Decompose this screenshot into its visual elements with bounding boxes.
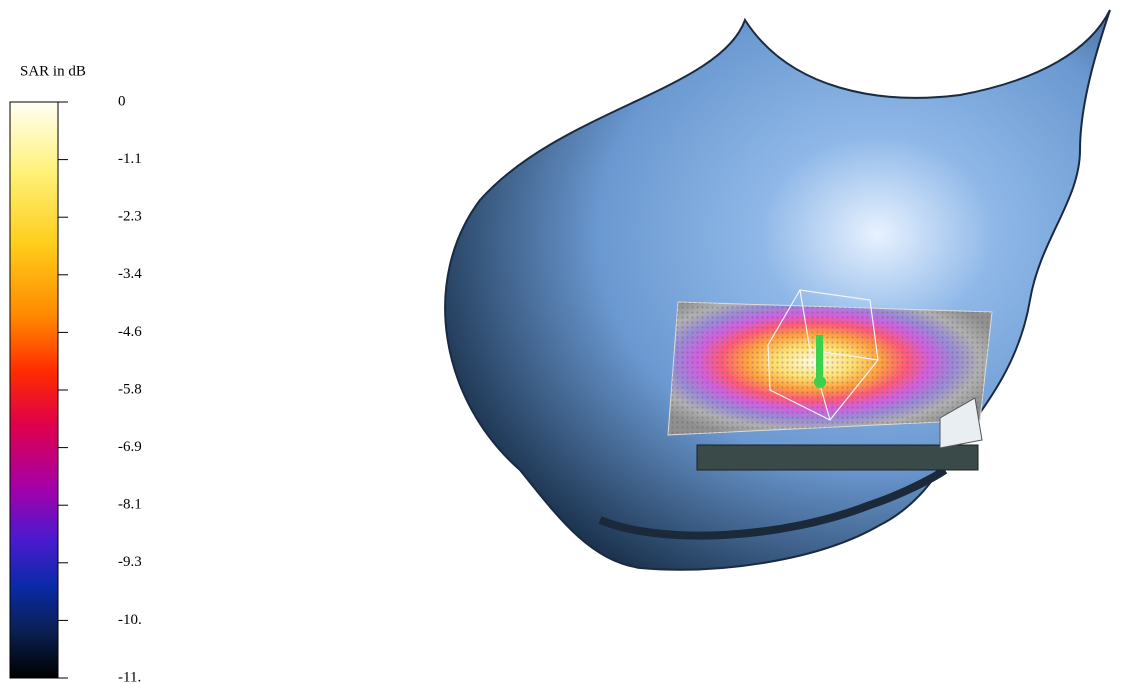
legend-ticks: 0 -1.1 -2.3 -3.4 -4.6 -5.8 -6.9 -8.1 -9.3 -10. -11…: [58, 93, 142, 684]
legend-tick-label: 0: [118, 93, 126, 109]
legend-tick-label: -3.4: [118, 266, 142, 282]
color-bar: [9, 101, 59, 679]
legend-tick-label: -8.1: [118, 497, 142, 513]
legend-tick-label: -6.9: [118, 439, 142, 455]
head-model: [444, 9, 1111, 571]
legend-tick-label: -4.6: [118, 324, 142, 340]
legend-tick-label: -10.: [118, 612, 142, 628]
legend-tick-label: -5.8: [118, 381, 142, 397]
legend-title: SAR in dB: [20, 63, 86, 79]
legend-tick-label: -11.: [118, 669, 141, 684]
legend-tick-label: -1.1: [118, 151, 142, 167]
legend-tick-label: -2.3: [118, 209, 142, 225]
legend-tick-label: -9.3: [118, 554, 142, 570]
